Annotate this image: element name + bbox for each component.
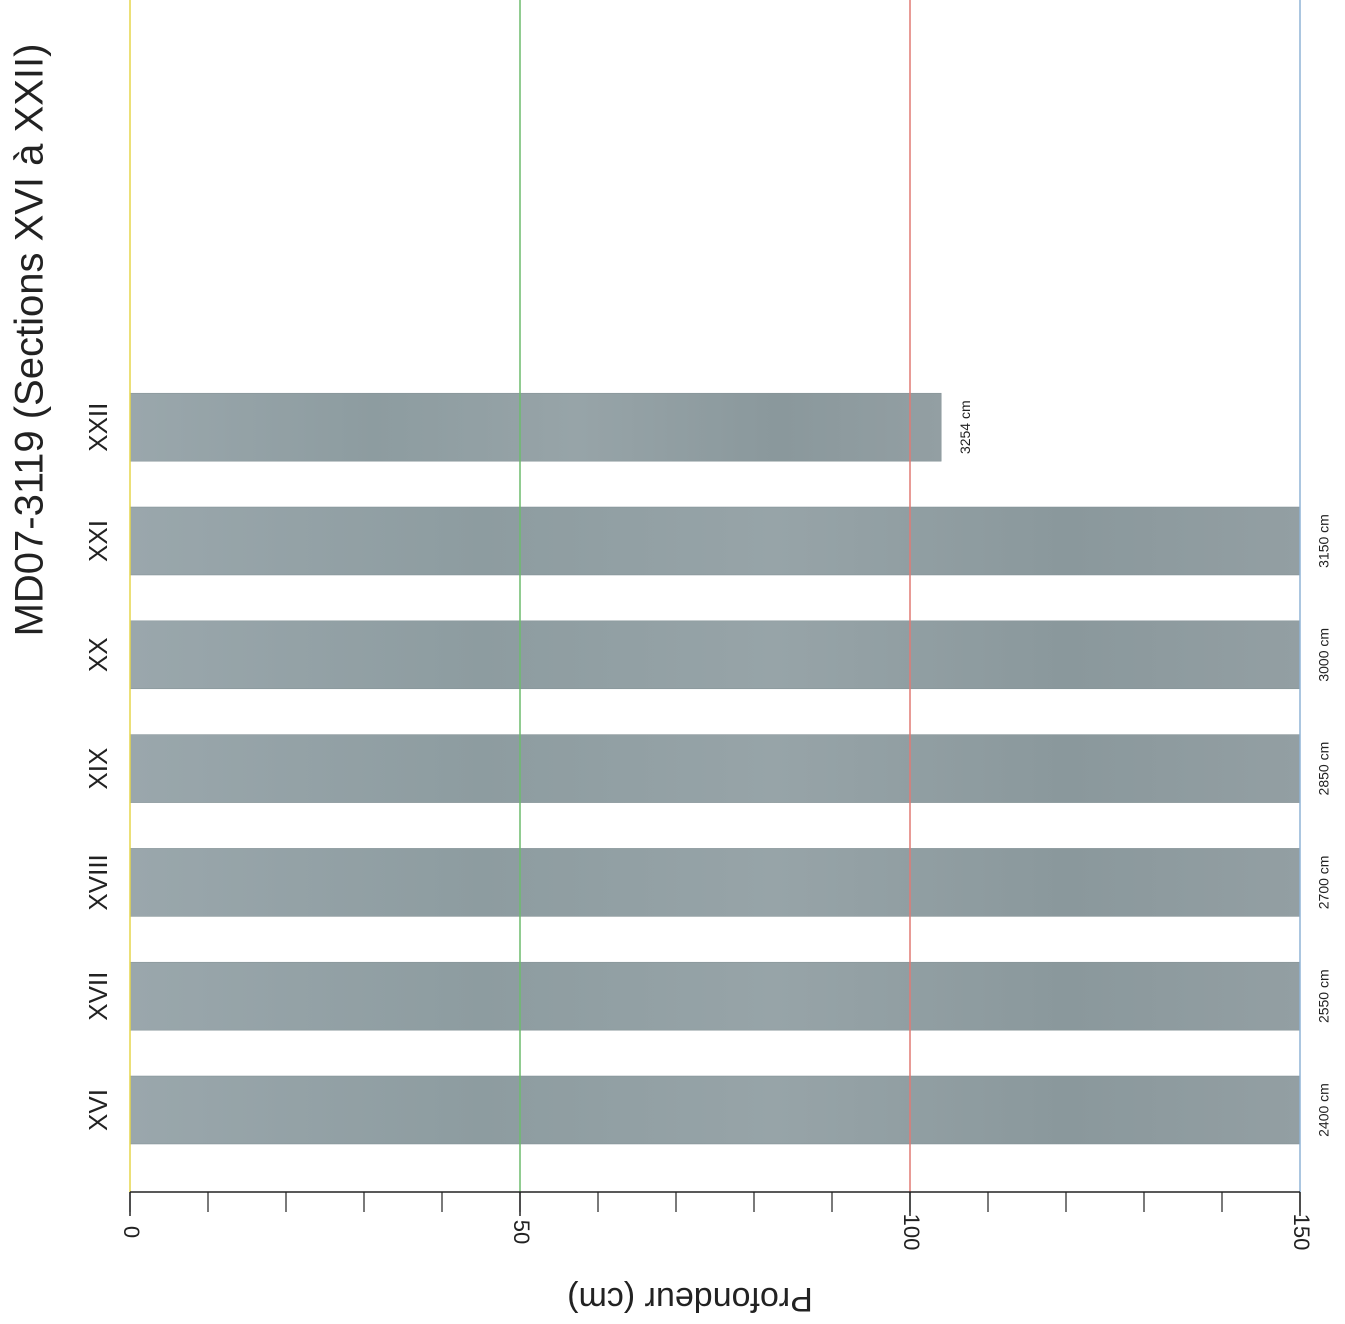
section-label: XXI bbox=[83, 520, 113, 562]
x-axis-title: Profondeur (cm) bbox=[567, 1280, 813, 1318]
core-section bbox=[129, 1075, 1301, 1145]
bottom-depth-label: 2700 cm bbox=[1316, 856, 1332, 910]
core-section bbox=[129, 392, 942, 462]
bottom-depth-label: 3150 cm bbox=[1316, 514, 1332, 568]
core-section bbox=[129, 734, 1301, 803]
core-section bbox=[129, 848, 1301, 917]
section-label: XXII bbox=[83, 403, 113, 452]
section-label: XX bbox=[83, 637, 113, 672]
bottom-depth-label: 2550 cm bbox=[1316, 969, 1332, 1023]
section-label: XIX bbox=[83, 748, 113, 790]
section-label: XVII bbox=[83, 972, 113, 1021]
bottom-depth-label: 3000 cm bbox=[1316, 628, 1332, 682]
bottom-depth-label: 2850 cm bbox=[1316, 742, 1332, 796]
x-tick-label: 100 bbox=[899, 1214, 924, 1251]
x-tick-label: 50 bbox=[509, 1220, 534, 1244]
x-tick-label: 150 bbox=[1289, 1214, 1314, 1251]
bottom-depth-label: 3254 cm bbox=[957, 400, 973, 454]
x-tick-label: 0 bbox=[119, 1226, 144, 1238]
bottom-depth-label: 2400 cm bbox=[1316, 1083, 1332, 1137]
chart-title: MD07-3119 (Sections XVI à XXII) bbox=[8, 44, 52, 637]
section-label: XVIII bbox=[83, 854, 113, 910]
core-section bbox=[129, 961, 1301, 1031]
core-section bbox=[129, 620, 1301, 690]
section-label: XVI bbox=[83, 1089, 113, 1131]
core-section bbox=[129, 506, 1301, 576]
